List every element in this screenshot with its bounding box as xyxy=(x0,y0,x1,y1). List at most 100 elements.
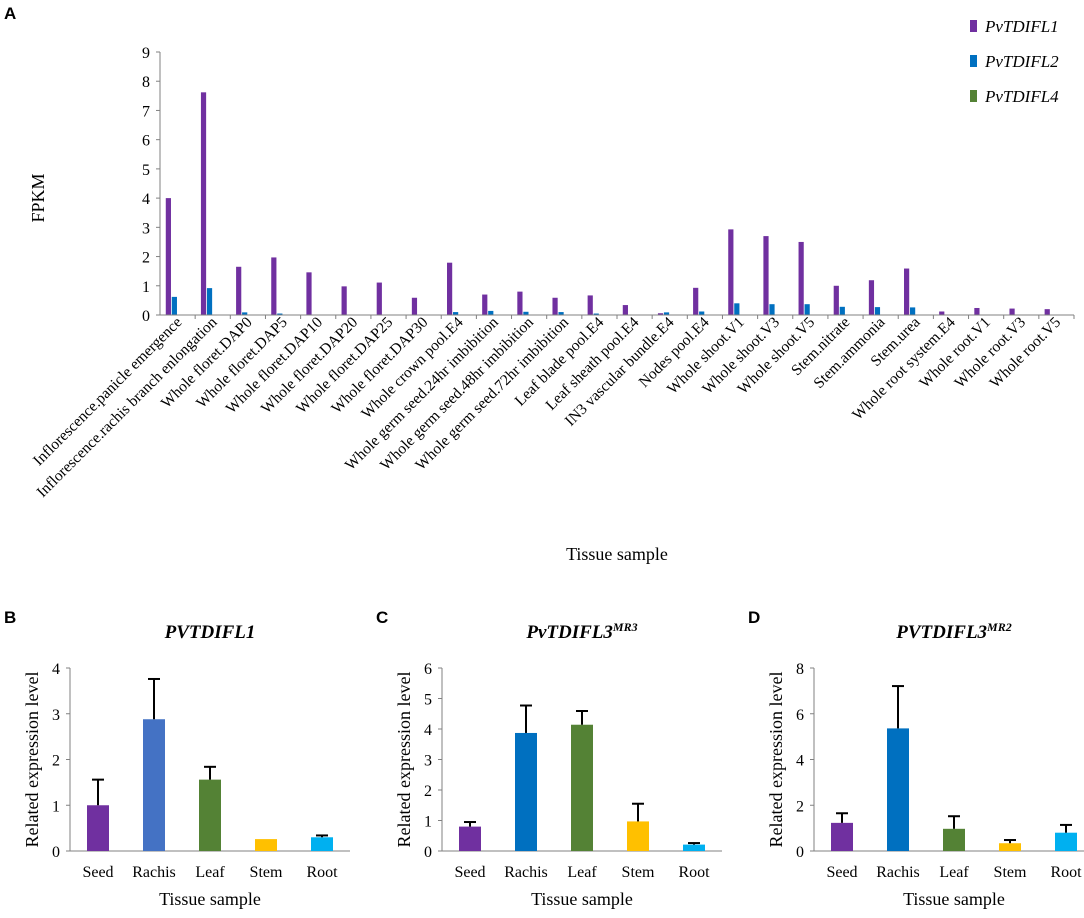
bar-stem xyxy=(627,821,649,851)
legend-swatch-pvtdifl4 xyxy=(970,90,977,102)
y-tick-label: 2 xyxy=(142,250,150,267)
y-tick-label: 3 xyxy=(52,707,60,724)
chart-title: PVTDIFL3MR2 xyxy=(895,620,1011,643)
panel-letter-d: D xyxy=(748,608,761,627)
bar-pvtdifl1-whole-shoot-v5 xyxy=(798,241,804,315)
bar-pvtdifl1-leaf-sheath-pool-e4 xyxy=(622,305,628,315)
y-tick-label: 7 xyxy=(142,103,150,120)
y-tick-label: 6 xyxy=(424,661,432,678)
bar-pvtdifl2-whole-shoot-v1 xyxy=(734,303,740,315)
bar-leaf xyxy=(199,779,221,851)
bar-seed xyxy=(459,826,481,851)
y-axis-label: FPKM xyxy=(28,173,48,222)
fpkm-bar-chart: 0 1 2 3 4 5 6 7 8 9 Inflorescence.panicle emergenc… xyxy=(28,17,1075,564)
bar-pvtdifl2-stem-nitrate xyxy=(839,306,845,315)
bar-pvtdifl1-in3-vascular-bundle-e4 xyxy=(657,313,664,315)
y-tick-label: 4 xyxy=(796,753,804,770)
pvtdifl3-mr2-expression-chart: PVTDIFL3MR2 0 2 4 6 8 Seed Rachis Leaf Stem Root Re… xyxy=(766,620,1084,909)
bar-pvtdifl2-inflorescence-rachis-branch-enlongation xyxy=(206,288,213,315)
bar-pvtdifl2-whole-crown-pool-e4 xyxy=(453,312,459,315)
bar-pvtdifl1-whole-germ-seed-72hr-imbibition xyxy=(552,297,558,315)
y-tick-label: 8 xyxy=(796,661,804,678)
y-tick-label: 3 xyxy=(424,753,432,770)
bar-pvtdifl2-nodes-pool-e4 xyxy=(699,311,705,315)
legend-swatch-pvtdifl2 xyxy=(970,55,977,67)
y-tick-label: 2 xyxy=(796,798,804,815)
panel-letter-b: B xyxy=(4,608,17,627)
y-tick-label: 5 xyxy=(424,692,432,709)
bar-rachis xyxy=(515,732,537,851)
bar-pvtdifl1-whole-floret-dap10 xyxy=(306,272,312,315)
bar-pvtdifl2-whole-floret-dap5 xyxy=(277,313,283,315)
y-tick-label: 0 xyxy=(52,844,60,861)
y-axis-label: Related expression level xyxy=(22,672,42,848)
bar-pvtdifl1-whole-floret-dap30 xyxy=(411,297,418,315)
x-axis-label: Tissue sample xyxy=(159,889,261,909)
bar-pvtdifl1-whole-germ-seed-48hr-imbibition xyxy=(517,291,523,315)
bar-pvtdifl1-stem-nitrate xyxy=(833,285,839,315)
bar-seed xyxy=(831,822,853,851)
x-tick-label-stem: Stem xyxy=(250,864,283,881)
y-tick-label: 5 xyxy=(142,162,150,179)
x-tick-label-rachis: Rachis xyxy=(876,864,920,881)
x-tick-label-seed: Seed xyxy=(826,864,857,881)
bar-pvtdifl2-stem-urea xyxy=(910,307,916,315)
bar-pvtdifl1-inflorescence-panicle-emergence xyxy=(165,198,171,315)
legend-label-pvtdifl4: PvTDIFL4 xyxy=(984,87,1059,106)
panel-letter-a: A xyxy=(4,4,17,23)
bar-pvtdifl1-whole-floret-dap5 xyxy=(271,257,277,315)
bar-pvtdifl1-whole-floret-dap25 xyxy=(376,282,382,315)
x-tick-label-leaf: Leaf xyxy=(939,864,969,881)
y-tick-label: 1 xyxy=(52,798,60,815)
y-tick-label: 2 xyxy=(52,753,60,770)
y-tick-label: 0 xyxy=(142,308,150,325)
y-tick-label: 4 xyxy=(424,722,432,739)
bar-pvtdifl2-whole-shoot-v3 xyxy=(769,304,775,315)
bar-pvtdifl2-inflorescence-panicle-emergence xyxy=(171,296,177,315)
bar-pvtdifl1-whole-root-v1 xyxy=(974,307,980,315)
bar-pvtdifl1-whole-germ-seed-24hr-imbibition xyxy=(482,294,488,315)
bar-rachis xyxy=(143,719,165,851)
chart-title: PVTDIFL1 xyxy=(164,622,256,643)
bar-root xyxy=(683,844,705,851)
y-tick-label: 4 xyxy=(52,661,60,678)
y-tick-label: 8 xyxy=(142,74,150,91)
x-tick-label-root: Root xyxy=(1050,864,1082,881)
bar-pvtdifl2-in3-vascular-bundle-e4 xyxy=(663,312,670,315)
y-axis-label: Related expression level xyxy=(394,672,414,848)
x-tick-label-rachis: Rachis xyxy=(504,864,548,881)
bar-pvtdifl1-whole-floret-dap20 xyxy=(341,286,347,315)
y-tick-label: 3 xyxy=(142,220,150,237)
bar-rachis xyxy=(887,728,909,851)
bar-pvtdifl2-leaf-blade-pool-e4 xyxy=(593,313,599,315)
y-tick-label: 1 xyxy=(424,814,432,831)
bar-pvtdifl1-whole-root-system-e4 xyxy=(939,311,945,315)
panel-letter-c: C xyxy=(376,608,389,627)
y-tick-label: 0 xyxy=(796,844,804,861)
bar-pvtdifl2-whole-germ-seed-24hr-imbibition xyxy=(488,310,494,315)
y-tick-label: 1 xyxy=(142,279,150,296)
y-tick-label: 6 xyxy=(142,133,150,150)
x-tick-label-rachis: Rachis xyxy=(132,864,176,881)
bar-seed xyxy=(87,805,109,851)
legend-label-pvtdifl1: PvTDIFL1 xyxy=(984,17,1059,36)
bar-pvtdifl1-whole-root-v5 xyxy=(1044,309,1050,315)
pvtdifl1-expression-chart: PVTDIFL1 0 1 2 3 4 Seed Rachis Leaf Stem Root Relat… xyxy=(22,622,350,909)
bar-root xyxy=(311,837,333,851)
bar-pvtdifl2-whole-shoot-v5 xyxy=(804,304,810,315)
bar-pvtdifl1-whole-crown-pool-e4 xyxy=(447,262,453,315)
legend-label-pvtdifl2: PvTDIFL2 xyxy=(984,52,1059,71)
pvtdifl3-mr3-expression-chart: PvTDIFL3MR3 0 1 2 3 4 5 6 Seed Rachis Leaf Stem Root… xyxy=(394,620,722,909)
bar-pvtdifl1-whole-shoot-v1 xyxy=(728,229,734,315)
bar-stem xyxy=(255,839,277,851)
x-tick-label-leaf: Leaf xyxy=(195,864,225,881)
bar-pvtdifl1-whole-root-v3 xyxy=(1009,308,1015,315)
x-tick-label-seed: Seed xyxy=(82,864,113,881)
x-tick-label-inflorescence-rachis-branch-enlongation: Inflorescence.rachis branch enlongation xyxy=(34,314,221,501)
bar-pvtdifl2-whole-germ-seed-72hr-imbibition xyxy=(558,312,564,315)
x-axis-label: Tissue sample xyxy=(903,889,1005,909)
y-tick-label: 0 xyxy=(424,844,432,861)
bar-leaf xyxy=(943,828,965,851)
bar-root xyxy=(1055,832,1077,851)
bar-pvtdifl2-whole-floret-dap0 xyxy=(242,312,248,315)
